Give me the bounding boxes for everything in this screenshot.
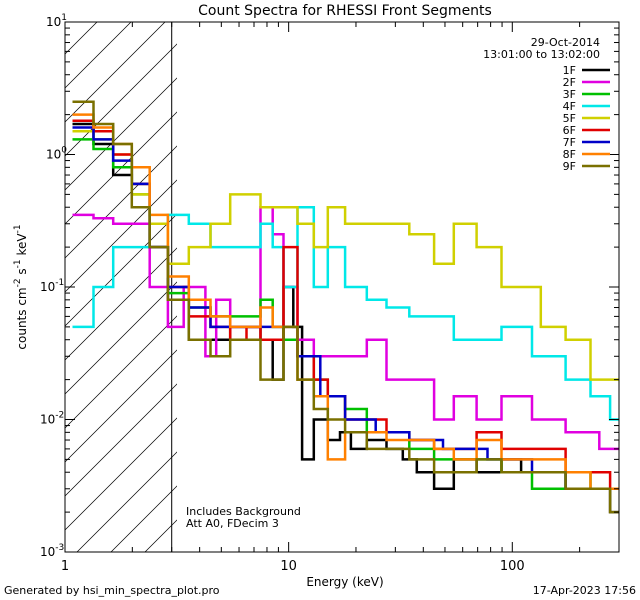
x-tick-label-1: 1	[61, 559, 69, 574]
y-tick-label-1e-1: 10-1	[40, 278, 64, 294]
y-tick-label-1e0: 100	[46, 146, 67, 162]
chart-title: Count Spectra for RHESSI Front Segments	[198, 3, 492, 19]
legend-label-9F: 9F	[563, 160, 576, 173]
y-tick-exp: -3	[55, 543, 64, 553]
axis-ticks	[64, 22, 620, 553]
y-tick-label-1e1: 101	[46, 13, 67, 29]
legend-label-6F: 6F	[563, 124, 576, 137]
x-axis-label: Energy (keV)	[306, 575, 383, 589]
series-group	[72, 100, 619, 514]
y-tick-exp: -2	[55, 411, 64, 421]
date-label: 29-Oct-2014	[531, 36, 600, 49]
hatch-line	[65, 43, 177, 157]
hatch-line	[65, 247, 177, 361]
hatch-line	[65, 417, 177, 531]
legend-label-8F: 8F	[563, 148, 576, 161]
x-tick-label-10: 10	[280, 559, 297, 574]
time-range-label: 13:01:00 to 13:02:00	[483, 48, 600, 61]
y-tick-label-1e-3: 10-3	[40, 543, 64, 559]
legend-label-7F: 7F	[563, 136, 576, 149]
hatch-line	[65, 383, 177, 497]
legend-label-3F: 3F	[563, 88, 576, 101]
timestamp-label: 17-Apr-2023 17:56	[533, 584, 636, 597]
y-tick-exp: 0	[61, 146, 67, 156]
x-tick-label-100: 100	[500, 559, 525, 574]
series-line-9F	[72, 100, 619, 514]
y-axis-label: counts cm-2 s-1 keV-1	[13, 224, 29, 349]
hatch-line	[65, 77, 177, 191]
annotation-background: Includes Background	[186, 505, 301, 518]
legend-label-5F: 5F	[563, 112, 576, 125]
hatch-line	[65, 22, 166, 123]
legend-label-4F: 4F	[563, 100, 576, 113]
generated-by-label: Generated by hsi_min_spectra_plot.pro	[4, 584, 220, 597]
series-line-5F	[72, 129, 619, 381]
y-tick-exp: 1	[61, 13, 67, 23]
annotation-attenuator: Att A0, FDecim 3	[186, 517, 279, 530]
hatch-line	[76, 451, 177, 552]
legend-label-1F: 1F	[563, 64, 576, 77]
y-tick-label-1e-2: 10-2	[40, 411, 64, 427]
y-tick-exp: -1	[55, 278, 64, 288]
legend-label-2F: 2F	[563, 76, 576, 89]
